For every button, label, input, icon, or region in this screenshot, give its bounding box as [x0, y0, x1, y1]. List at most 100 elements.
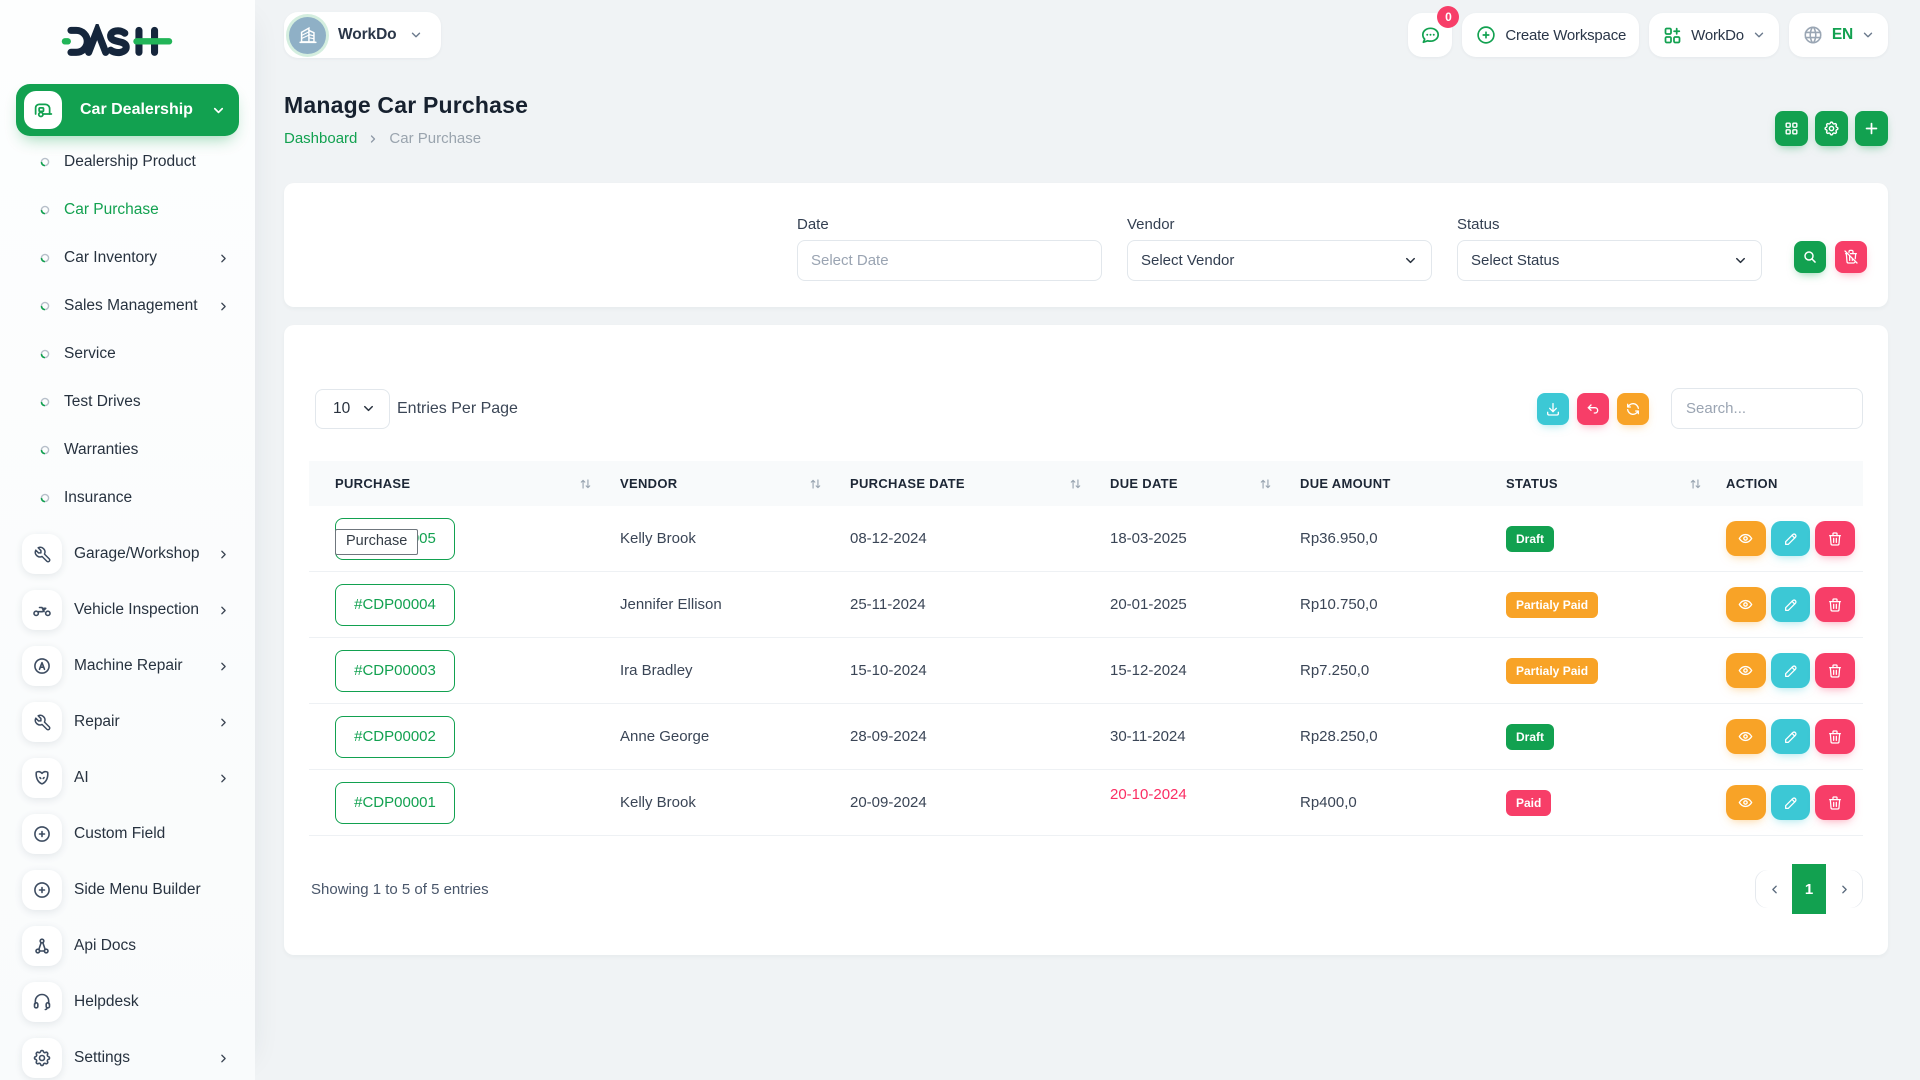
add-purchase-button[interactable]	[1855, 111, 1888, 146]
pencil-icon	[1784, 664, 1797, 677]
breadcrumb: Dashboard Car Purchase	[284, 130, 1888, 147]
sidebar-item-insurance[interactable]: Insurance	[0, 474, 255, 522]
brand-logo[interactable]	[0, 0, 255, 76]
column-header-purchase[interactable]: Purchase	[309, 476, 600, 491]
topbar-right: 0 Create Workspace WorkDo EN	[1408, 6, 1888, 57]
sidebar-group-car-dealership[interactable]: Car Dealership	[16, 84, 239, 136]
edit-button[interactable]	[1770, 587, 1811, 622]
apply-filter-button[interactable]	[1794, 241, 1826, 273]
messages-button[interactable]: 0	[1408, 6, 1460, 57]
search-icon	[1804, 251, 1816, 263]
sidebar-item-side-menu-builder[interactable]: Side Menu Builder	[0, 862, 255, 918]
filter-buttons	[1794, 241, 1867, 273]
purchase-cell: #CDP00003	[309, 649, 600, 692]
chevron-down-icon	[211, 103, 226, 118]
purchase-number-link[interactable]: #CDP00001	[335, 781, 455, 824]
purchase-cell: #CDP00004	[309, 583, 600, 626]
vendor-cell: Anne George	[620, 728, 710, 745]
sidebar-item-machine-repair[interactable]: Machine Repair	[0, 638, 255, 694]
chevron-down-icon	[1733, 253, 1748, 268]
edit-button[interactable]	[1770, 653, 1811, 688]
view-button[interactable]	[1726, 521, 1766, 556]
delete-button[interactable]	[1815, 719, 1856, 754]
column-header-status[interactable]: Status	[1495, 476, 1710, 491]
create-workspace-button[interactable]: Create Workspace	[1462, 13, 1640, 57]
undo-icon	[1587, 403, 1599, 414]
trash-icon	[1829, 729, 1842, 744]
sidebar-item-api-docs[interactable]: Api Docs	[0, 918, 255, 974]
search-input[interactable]	[1671, 388, 1863, 429]
page-1-button[interactable]: 1	[1792, 864, 1826, 914]
actions-cell	[1710, 719, 1863, 754]
export-button[interactable]	[1537, 392, 1569, 425]
status-select[interactable]: Select Status	[1457, 240, 1762, 281]
sidebar-item-ai[interactable]: AI	[0, 750, 255, 806]
column-header-action: Action	[1726, 476, 1778, 491]
purchase-number-link[interactable]: #CDP00002	[335, 715, 455, 758]
trash-off-icon	[1844, 249, 1858, 264]
delete-button[interactable]	[1815, 653, 1856, 688]
sidebar-item-car-inventory[interactable]: Car Inventory	[0, 234, 255, 282]
chevron-right-icon	[217, 716, 230, 729]
sort-icon	[1689, 478, 1702, 490]
status-cell: Paid	[1495, 789, 1710, 816]
entries-per-page-select[interactable]: 10	[315, 388, 390, 429]
sidebar-item-warranties[interactable]: Warranties	[0, 426, 255, 474]
sidebar-item-repair[interactable]: Repair	[0, 694, 255, 750]
settings-button[interactable]	[1815, 111, 1848, 146]
workspace-switcher[interactable]: WorkDo	[284, 12, 441, 58]
edit-button[interactable]	[1770, 521, 1811, 556]
language-selector[interactable]: EN	[1788, 13, 1888, 57]
vendor-select[interactable]: Select Vendor	[1127, 240, 1432, 281]
eye-icon	[1738, 599, 1753, 610]
purchase-number-link[interactable]: #CDP00003	[335, 649, 455, 692]
refresh-button[interactable]	[1617, 392, 1649, 425]
purchase-date-cell: 08-12-2024	[850, 530, 927, 547]
ai-mask-icon	[22, 758, 62, 798]
delete-button[interactable]	[1815, 587, 1856, 622]
table-row: #CDP00002 Anne George 28-09-2024 30-11-2…	[309, 704, 1863, 770]
column-header-purchase-date[interactable]: Purchase Date	[830, 476, 1090, 491]
view-button[interactable]	[1726, 785, 1766, 820]
next-page-button[interactable]	[1826, 870, 1862, 908]
sidebar-item-vehicle-inspection[interactable]: Vehicle Inspection	[0, 582, 255, 638]
sidebar-item-dealership-product[interactable]: Dealership Product	[0, 138, 255, 186]
date-input[interactable]: Select Date	[797, 240, 1102, 281]
workspace-menu[interactable]: WorkDo	[1649, 13, 1779, 57]
view-button[interactable]	[1726, 719, 1766, 754]
column-header-due-date[interactable]: Due Date	[1090, 476, 1280, 491]
sidebar-item-settings[interactable]: Settings	[0, 1030, 255, 1080]
view-button[interactable]	[1726, 653, 1766, 688]
sidebar-item-test-drives[interactable]: Test Drives	[0, 378, 255, 426]
disc-icon	[40, 157, 50, 167]
view-button[interactable]	[1726, 587, 1766, 622]
sidebar-item-car-purchase[interactable]: Car Purchase	[0, 186, 255, 234]
table-card: 10 Entries Per Page Purchase	[284, 325, 1888, 955]
edit-button[interactable]	[1770, 719, 1811, 754]
clear-filter-button[interactable]	[1835, 241, 1867, 273]
disc-icon	[40, 301, 50, 311]
delete-button[interactable]	[1815, 521, 1856, 556]
grid-view-button[interactable]	[1775, 111, 1808, 146]
layout-grid-icon	[1785, 122, 1798, 135]
chevron-right-icon	[217, 772, 230, 785]
sidebar-item-service[interactable]: Service	[0, 330, 255, 378]
chat-bubble-icon	[1421, 26, 1439, 43]
sidebar-item-custom-field[interactable]: Custom Field	[0, 806, 255, 862]
sidebar-item-garage-workshop[interactable]: Garage/Workshop	[0, 526, 255, 582]
breadcrumb-dashboard-link[interactable]: Dashboard	[284, 130, 358, 147]
status-badge: Paid	[1506, 789, 1552, 816]
date-label: Date	[797, 216, 829, 233]
letter-a-circle-icon	[22, 646, 62, 686]
sidebar-subnav: Dealership Product Car Purchase Car Inve…	[0, 138, 255, 522]
column-header-due-amount[interactable]: Due Amount	[1300, 476, 1391, 491]
undo-button[interactable]	[1577, 392, 1609, 425]
previous-page-button[interactable]	[1756, 870, 1792, 908]
sidebar-item-sales-management[interactable]: Sales Management	[0, 282, 255, 330]
delete-button[interactable]	[1815, 785, 1856, 820]
chevron-right-icon	[367, 133, 379, 145]
purchase-number-link[interactable]: #CDP00004	[335, 583, 455, 626]
column-header-vendor[interactable]: Vendor	[600, 476, 830, 491]
edit-button[interactable]	[1770, 785, 1811, 820]
sidebar-item-helpdesk[interactable]: Helpdesk	[0, 974, 255, 1030]
